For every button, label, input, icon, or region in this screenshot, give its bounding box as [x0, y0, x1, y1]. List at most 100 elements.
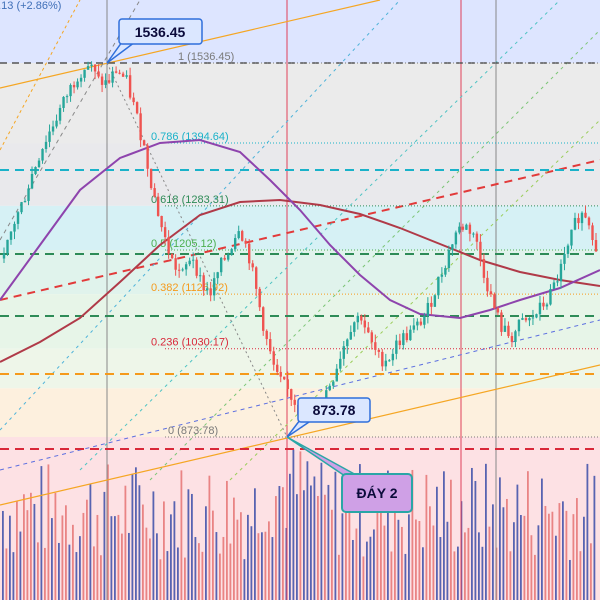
volume-bar: [282, 487, 284, 600]
volume-bar: [359, 464, 361, 600]
candle-body: [44, 141, 48, 150]
volume-bar: [383, 525, 386, 600]
candle-body: [170, 253, 174, 259]
volume-bar: [324, 494, 326, 600]
candle-body: [72, 84, 76, 88]
candle-body: [13, 223, 16, 232]
volume-bar: [530, 535, 533, 600]
volume-bar: [492, 504, 494, 600]
candle-body: [521, 318, 524, 320]
candlesticks: [2, 61, 598, 429]
trough-callout-box: [297, 397, 371, 423]
candle-body: [510, 336, 514, 342]
candle-body: [293, 399, 296, 405]
volume-bar: [348, 492, 351, 600]
candle-body: [545, 304, 549, 307]
volume-bar: [194, 537, 197, 600]
peak-callout-label: 1536.45: [135, 24, 186, 40]
volume-bar: [16, 501, 18, 600]
candle-body: [283, 376, 286, 380]
candle-body: [405, 333, 409, 341]
zone-band-0: [0, 0, 600, 63]
candle-body: [69, 84, 72, 97]
candle-body: [377, 349, 381, 352]
volume-bar: [485, 463, 487, 600]
candle-body: [37, 160, 41, 168]
volume-bar: [40, 466, 43, 600]
candle-body: [290, 389, 293, 400]
volume-bar: [590, 543, 592, 600]
candle-body: [198, 275, 202, 277]
volume-bar: [278, 486, 281, 600]
volume-bar: [583, 516, 585, 600]
candle-body: [272, 351, 275, 365]
candle-body: [181, 269, 184, 271]
volume-bar: [313, 476, 316, 600]
candle-body: [433, 295, 437, 307]
candle-body: [489, 291, 493, 295]
candle-body: [430, 302, 433, 307]
candle-body: [423, 316, 426, 325]
note-callout-box: [341, 473, 413, 513]
volume-bar: [457, 546, 459, 600]
candle-body: [552, 282, 556, 289]
candle-body: [219, 257, 223, 273]
candle-body: [535, 314, 538, 318]
volume-bar: [128, 532, 130, 600]
volume-bar: [366, 541, 368, 600]
zone-band-2: [0, 143, 600, 206]
candle-body: [34, 167, 37, 174]
candle-body: [412, 325, 416, 330]
volume-bar: [47, 464, 50, 600]
volume-bar: [289, 473, 291, 600]
candle-body: [419, 321, 423, 325]
candle-body: [381, 351, 384, 367]
candle-body: [265, 330, 268, 340]
volume-bar: [145, 527, 148, 600]
volume-bar: [509, 551, 512, 600]
candle-body: [55, 120, 58, 127]
candle-body: [594, 240, 598, 252]
volume-bar: [418, 520, 421, 600]
candle-body: [409, 329, 412, 341]
volume-bar: [443, 471, 445, 600]
zone-band-5: [0, 294, 600, 349]
candle-body: [51, 126, 55, 132]
volume-bar: [236, 519, 239, 600]
volume-bar: [562, 501, 564, 600]
candle-body: [237, 231, 240, 239]
volume-bar: [397, 519, 400, 600]
peak-callout-box: [118, 18, 203, 45]
volume-bar: [93, 546, 95, 600]
candle-body: [440, 274, 444, 277]
candle-body: [479, 241, 482, 260]
volume-bar: [58, 542, 60, 600]
candle-body: [97, 71, 100, 77]
volume-bar: [506, 498, 508, 600]
volume-bar: [86, 499, 88, 600]
volume-bar: [268, 521, 270, 600]
volume-bar: [275, 496, 277, 600]
candle-body: [374, 342, 377, 350]
volume-bar: [299, 451, 302, 600]
candle-body: [517, 319, 521, 332]
candle-body: [184, 264, 188, 270]
candle-body: [577, 217, 580, 224]
candle-body: [416, 321, 419, 326]
candle-body: [251, 263, 254, 268]
volume-bar: [401, 526, 403, 600]
zone-band-4: [0, 249, 600, 295]
candle-body: [23, 200, 27, 203]
volume-bar: [226, 480, 228, 600]
volume-bar: [303, 490, 305, 600]
diagonal-line-9: [0, 0, 81, 151]
volume-bar: [415, 519, 417, 600]
volume-bar: [103, 491, 106, 600]
volume-bars: [2, 449, 596, 600]
candle-body: [2, 253, 6, 259]
volume-bar: [292, 449, 295, 600]
volume-bar: [19, 531, 22, 600]
volume-bar: [23, 494, 25, 600]
volume-bar: [79, 536, 81, 600]
volume-bar: [436, 486, 438, 600]
